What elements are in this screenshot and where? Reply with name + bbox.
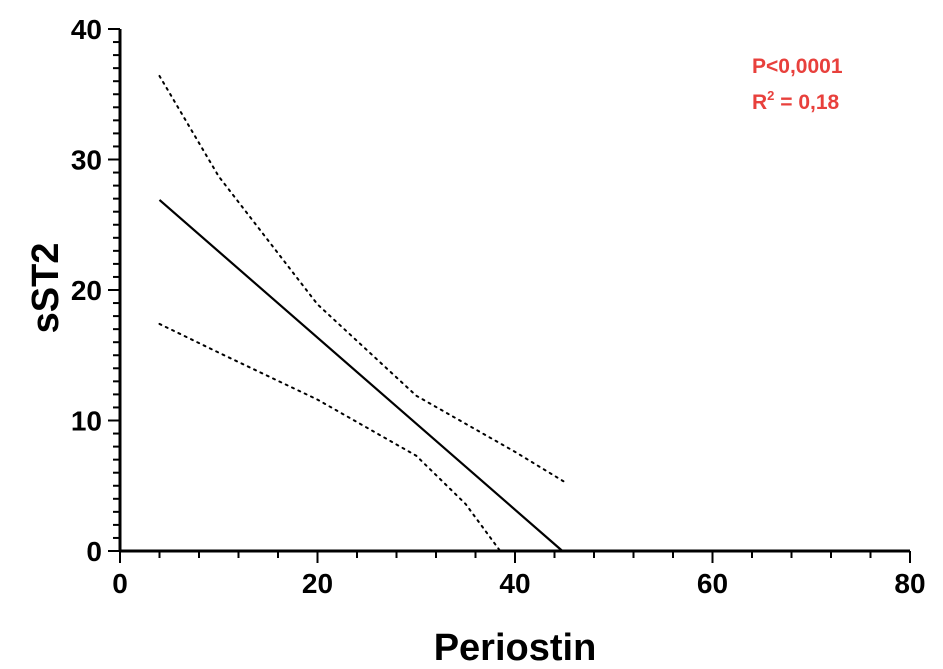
lower-ci-line [158,322,502,552]
r-squared-value: = 0,18 [774,91,839,114]
x-axis-title: Periostin [434,627,597,669]
p-value-annotation: P<0,0001 [752,55,843,78]
x-tick-label: 20 [302,568,333,599]
r-squared-prefix: R [752,91,767,114]
y-tick-label: 40 [71,14,102,45]
x-tick-label: 0 [112,568,128,599]
x-tick-label: 80 [894,568,925,599]
upper-ci-line [158,74,566,483]
x-tick-label: 40 [499,568,530,599]
ticks: 0 20 40 60 80 0 10 20 30 40 [71,14,926,599]
r-squared-annotation: R2 = 0,18 [752,88,840,114]
y-axis-title: sST2 [25,243,67,334]
y-tick-label: 10 [71,406,102,437]
y-tick-label: 30 [71,145,102,176]
r-squared-superscript: 2 [767,88,774,103]
x-tick-label: 60 [697,568,728,599]
y-tick-label: 0 [86,536,102,567]
regression-line [158,199,564,552]
series-layer [158,74,566,552]
y-tick-label: 20 [71,275,102,306]
